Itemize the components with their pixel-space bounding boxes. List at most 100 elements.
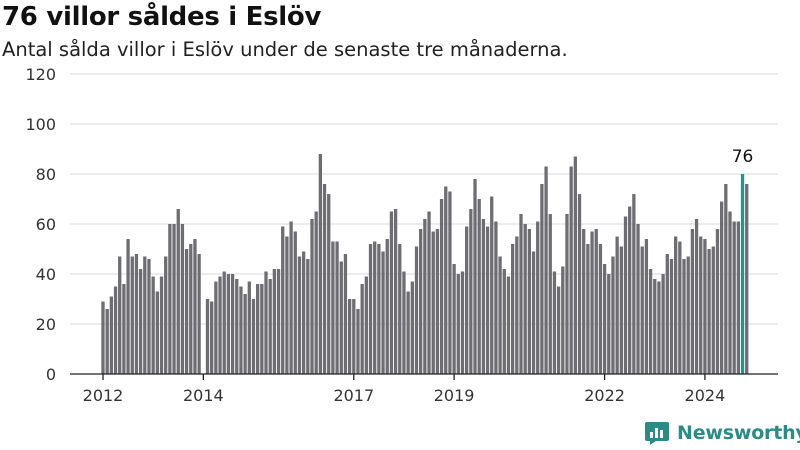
y-tick-label: 0 bbox=[46, 365, 56, 384]
bar bbox=[243, 294, 247, 374]
bar bbox=[306, 259, 310, 374]
bar bbox=[239, 286, 243, 374]
bar bbox=[686, 256, 690, 374]
x-axis: 2012 2014 2017 2019 2022 2024 bbox=[70, 373, 778, 405]
bar bbox=[197, 254, 201, 374]
bar bbox=[381, 251, 385, 374]
bar bbox=[481, 219, 486, 374]
bar bbox=[515, 236, 519, 374]
bar bbox=[373, 241, 377, 374]
bar bbox=[134, 254, 139, 374]
bar bbox=[544, 166, 548, 374]
bar bbox=[728, 211, 732, 374]
newsworthy-logo: Newsworthy bbox=[644, 420, 800, 446]
annotations: 76 bbox=[732, 147, 754, 167]
bar bbox=[707, 249, 711, 374]
bar bbox=[427, 211, 431, 374]
bar bbox=[448, 191, 452, 374]
bar bbox=[235, 279, 239, 374]
bar bbox=[322, 184, 327, 374]
bar bbox=[573, 156, 577, 374]
bar bbox=[147, 259, 151, 374]
bar bbox=[151, 276, 155, 374]
bar bbox=[314, 211, 318, 374]
bars bbox=[101, 154, 749, 374]
bar bbox=[247, 281, 251, 374]
bar bbox=[281, 226, 285, 374]
bar bbox=[214, 281, 218, 374]
bar bbox=[661, 274, 665, 374]
bar bbox=[423, 219, 427, 374]
bar bbox=[172, 224, 176, 374]
x-tick-label: 2019 bbox=[434, 386, 475, 405]
bar bbox=[510, 244, 515, 374]
bar bbox=[569, 166, 573, 374]
bar bbox=[498, 256, 502, 374]
bar bbox=[352, 299, 356, 374]
bar bbox=[519, 214, 523, 374]
bar bbox=[126, 239, 130, 374]
bar bbox=[531, 251, 536, 374]
bar bbox=[260, 284, 264, 374]
bar bbox=[490, 196, 494, 374]
bar bbox=[343, 254, 348, 374]
bar bbox=[222, 271, 226, 374]
bar bbox=[122, 284, 126, 374]
bar bbox=[164, 256, 168, 374]
bar bbox=[523, 224, 527, 374]
y-tick-label: 100 bbox=[25, 115, 56, 134]
bar bbox=[130, 256, 134, 374]
bar bbox=[494, 221, 498, 374]
bar bbox=[419, 229, 423, 374]
bar bbox=[703, 239, 707, 374]
bar bbox=[431, 231, 435, 374]
bar bbox=[205, 299, 210, 374]
bar bbox=[577, 194, 582, 374]
bar bbox=[682, 259, 686, 374]
bar bbox=[339, 261, 343, 374]
bar bbox=[452, 264, 456, 374]
bar bbox=[210, 301, 214, 374]
x-tick-label: 2014 bbox=[183, 386, 224, 405]
bar bbox=[176, 209, 180, 374]
bar bbox=[736, 221, 741, 374]
bar bbox=[628, 206, 632, 374]
bar bbox=[184, 249, 189, 374]
bar bbox=[272, 269, 277, 374]
bar bbox=[406, 291, 410, 374]
bar bbox=[109, 296, 114, 374]
x-tick-label: 2012 bbox=[83, 386, 124, 405]
y-tick-label: 80 bbox=[36, 165, 56, 184]
bar bbox=[218, 276, 222, 374]
bar bbox=[327, 194, 331, 374]
bar bbox=[556, 286, 561, 374]
bar bbox=[289, 221, 293, 374]
bar bbox=[699, 236, 703, 374]
bar bbox=[711, 246, 715, 374]
bar bbox=[598, 244, 603, 374]
bar bbox=[138, 269, 143, 374]
bar bbox=[460, 271, 465, 374]
bar bbox=[502, 269, 506, 374]
bar bbox=[632, 194, 636, 374]
bar bbox=[611, 256, 615, 374]
bar bbox=[368, 244, 373, 374]
bar bbox=[590, 231, 594, 374]
bar bbox=[669, 259, 674, 374]
bar bbox=[393, 209, 398, 374]
bar bbox=[665, 254, 669, 374]
bar bbox=[732, 221, 736, 374]
bar bbox=[226, 274, 231, 374]
bar bbox=[552, 271, 557, 374]
bar bbox=[636, 224, 640, 374]
bar bbox=[724, 184, 728, 374]
bar bbox=[694, 219, 699, 374]
bar bbox=[648, 269, 653, 374]
bar bbox=[561, 266, 565, 374]
bar bbox=[159, 276, 164, 374]
bar bbox=[435, 229, 440, 374]
bar bbox=[485, 226, 490, 374]
chart-title: 76 villor såldes i Eslöv bbox=[2, 2, 322, 32]
bar bbox=[155, 291, 159, 374]
